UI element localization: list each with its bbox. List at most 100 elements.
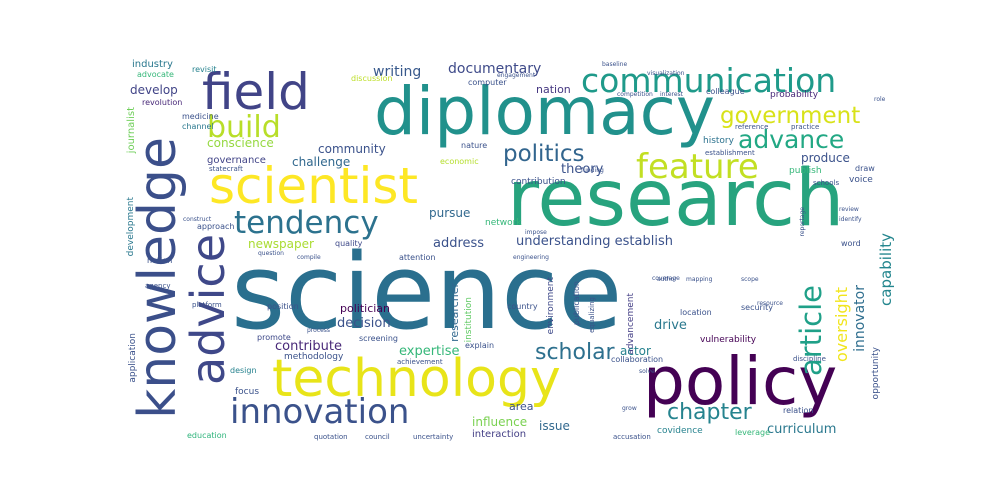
- word-researcher: researcher: [448, 283, 461, 342]
- word-expertise: expertise: [399, 344, 460, 359]
- word-politician: politician: [340, 302, 391, 315]
- word-feature: feature: [636, 147, 759, 187]
- word-screening: screening: [359, 334, 398, 343]
- word-relation: relation: [783, 406, 814, 415]
- word-education: education: [187, 431, 227, 440]
- word-review: review: [839, 206, 859, 213]
- word-equalizing: equalizing: [588, 297, 596, 333]
- word-innovation: innovation: [230, 392, 410, 432]
- word-build: build: [207, 110, 281, 145]
- word-competition: competition: [617, 91, 653, 98]
- word-funding: funding: [581, 167, 604, 174]
- word-solve: solve: [639, 368, 655, 375]
- word-question: question: [258, 250, 284, 257]
- word-technology: technology: [272, 349, 561, 409]
- word-focus: focus: [235, 387, 260, 397]
- word-discussion: discussion: [351, 74, 393, 83]
- word-resource: resource: [757, 300, 783, 307]
- word-agency: agency: [145, 282, 171, 290]
- word-compile: compile: [297, 254, 321, 261]
- word-role: role: [874, 96, 886, 103]
- word-reportage: reportage: [799, 207, 806, 237]
- word-tendency: tendency: [234, 205, 379, 241]
- word-application: application: [128, 333, 138, 383]
- word-understanding-establish: understanding establish: [516, 234, 673, 249]
- word-scope: scope: [741, 276, 759, 283]
- word-politics: politics: [503, 141, 585, 167]
- word-voice: voice: [849, 175, 873, 185]
- word-mapping: mapping: [686, 276, 713, 283]
- word-field: field: [202, 63, 310, 121]
- word-methodology: methodology: [284, 352, 344, 362]
- word-development: development: [126, 197, 136, 257]
- word-word: word: [841, 239, 861, 248]
- word-engineering: engineering: [513, 254, 549, 261]
- word-engagement: engagement: [497, 72, 536, 79]
- word-position: position: [267, 302, 299, 311]
- word-reference: reference: [735, 123, 769, 131]
- word-location: location: [680, 308, 712, 317]
- word-community: community: [318, 142, 386, 156]
- word-notion: notion: [147, 256, 173, 265]
- word-council: council: [365, 433, 390, 441]
- word-policy: policy: [643, 343, 838, 420]
- word-chapter: chapter: [667, 400, 752, 425]
- word-advice: advice: [181, 234, 235, 385]
- word-identify: identify: [839, 216, 862, 223]
- word-establishment: establishment: [705, 149, 755, 157]
- word-advocate: advocate: [137, 70, 174, 79]
- word-nation: nation: [536, 83, 571, 96]
- word-institution: institution: [464, 297, 474, 343]
- word-scholar: scholar: [535, 340, 615, 365]
- word-channel: channel: [182, 122, 214, 131]
- word-approach: approach: [197, 222, 235, 231]
- word-produce: produce: [801, 151, 850, 165]
- word-economic: economic: [440, 157, 479, 166]
- word-colleague: colleague: [706, 87, 745, 96]
- word-conscience: conscience: [207, 136, 274, 150]
- word-covidence: covidence: [657, 426, 703, 436]
- word-writing: writing: [373, 64, 422, 80]
- word-diplomacy: diplomacy: [374, 73, 715, 150]
- word-probability: probability: [770, 90, 819, 100]
- word-quotation: quotation: [314, 433, 348, 441]
- word-computer: computer: [468, 78, 507, 87]
- word-discipline: discipline: [793, 355, 826, 363]
- word-oversight: oversight: [832, 287, 851, 363]
- word-publication: publication: [572, 281, 581, 326]
- word-country: country: [507, 302, 538, 311]
- word-attention: attention: [399, 253, 436, 262]
- word-publish: publish: [789, 166, 822, 176]
- word-research: research: [507, 154, 845, 244]
- word-design: design: [230, 366, 257, 375]
- word-knowledge: knowledge: [128, 137, 188, 419]
- word-develop: develop: [130, 83, 178, 97]
- word-opportunity: opportunity: [871, 347, 881, 400]
- word-contribution: contribution: [511, 177, 566, 187]
- word-quality: quality: [335, 239, 363, 248]
- word-actor: actor: [620, 344, 651, 358]
- word-environment: environment: [546, 277, 556, 335]
- word-grow: grow: [622, 405, 637, 412]
- word-platform: platform: [192, 301, 222, 309]
- word-industry: industry: [132, 59, 173, 70]
- word-statecraft: statecraft: [209, 165, 243, 173]
- word-science: science: [231, 231, 623, 353]
- word-communication: communication: [581, 61, 837, 100]
- word-achievement: achievement: [397, 358, 443, 366]
- word-history: history: [703, 136, 734, 146]
- word-theory: theory: [561, 162, 604, 177]
- word-address: address: [433, 236, 485, 251]
- word-uncertainty: uncertainty: [413, 433, 454, 441]
- word-contribute: contribute: [275, 339, 342, 354]
- word-construct: construct: [183, 216, 212, 223]
- word-curriculum: curriculum: [767, 422, 837, 437]
- word-author: author: [657, 276, 677, 283]
- word-accusation: accusation: [613, 433, 651, 441]
- word-schools: schools: [813, 179, 840, 187]
- word-network: network: [485, 218, 522, 228]
- word-revisit: revisit: [192, 65, 217, 74]
- word-nature: nature: [461, 141, 488, 150]
- word-area: area: [509, 400, 534, 413]
- word-issue: issue: [539, 419, 570, 433]
